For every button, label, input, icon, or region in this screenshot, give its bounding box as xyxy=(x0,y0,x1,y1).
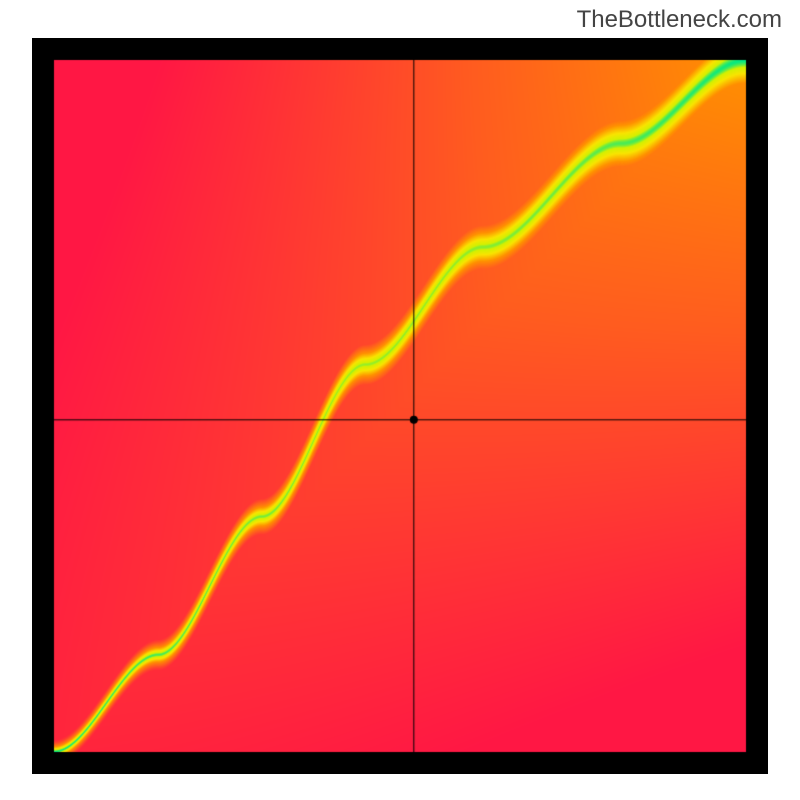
watermark-text: TheBottleneck.com xyxy=(577,6,782,34)
heatmap-frame xyxy=(32,38,768,774)
root: TheBottleneck.com xyxy=(0,0,800,800)
heatmap-canvas xyxy=(32,38,768,774)
